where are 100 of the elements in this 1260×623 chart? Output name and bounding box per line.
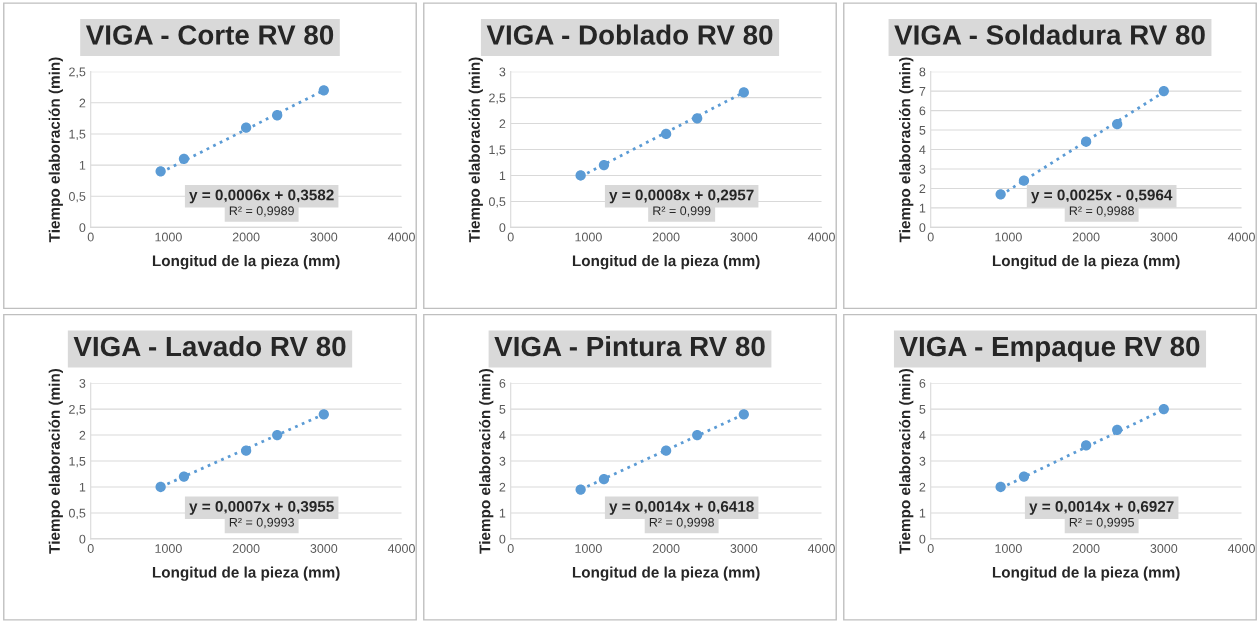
y-tick-label: 7	[919, 87, 926, 96]
x-tick-label: 4000	[387, 544, 415, 553]
point	[738, 409, 749, 420]
annotation: y = 0,0025x - 0,5964	[1031, 189, 1173, 204]
annotation: y = 0,0007x + 0,3955	[189, 501, 334, 515]
y-tick-label: 0,5	[68, 192, 86, 203]
y-tick-label: 0	[79, 223, 86, 233]
y-tick-label: 2	[919, 184, 926, 193]
x-tick-label: 3000	[310, 232, 338, 242]
y-tick-label: 3	[79, 378, 86, 388]
y-axis-title: Tiempo elaboración (min)	[898, 57, 914, 243]
point	[1018, 471, 1030, 482]
x-tick-label: 2000	[232, 232, 260, 242]
chart-title: VIGA - Empaque RV 80	[899, 336, 1200, 362]
point	[692, 113, 703, 124]
point	[575, 170, 586, 181]
x-tick-label: 3000	[730, 232, 758, 242]
chart-title: VIGA - Corte RV 80	[85, 25, 334, 45]
y-tick-label: 0,5	[68, 508, 86, 520]
y-tick-label: 6	[499, 378, 506, 388]
annotation: R² = 0,9995	[1069, 517, 1134, 529]
annotation: R² = 0,9998	[649, 517, 714, 529]
point	[995, 481, 1006, 493]
y-tick-label: 2,5	[69, 404, 86, 416]
y-tick-label: 1	[79, 482, 86, 492]
x-axis-title: Longitud de la pieza (mm)	[152, 255, 340, 270]
point	[738, 87, 749, 98]
x-tick-label: 3000	[730, 544, 758, 553]
x-tick-label: 0	[87, 232, 94, 242]
y-tick-label: 5	[499, 405, 506, 414]
annotation: y = 0,0014x + 0,6927	[1029, 501, 1174, 515]
point	[1080, 440, 1092, 451]
point	[598, 474, 610, 485]
x-tick-label: 2000	[1072, 544, 1100, 553]
y-tick-label: 8	[919, 67, 926, 77]
y-tick-label: 3	[499, 456, 506, 466]
annotation: y = 0,0014x + 0,6418	[609, 501, 754, 515]
point	[155, 481, 166, 493]
y-tick-label: 0	[919, 223, 926, 233]
y-tick-label: 1	[79, 161, 86, 170]
y-tick-label: 0	[79, 534, 86, 544]
point	[1158, 85, 1169, 97]
x-axis-title: Longitud de la pieza (mm)	[992, 566, 1180, 581]
x-tick-label: 2000	[1072, 232, 1100, 242]
x-tick-label: 1000	[575, 544, 602, 553]
x-tick-label: 1000	[995, 544, 1022, 553]
point	[660, 445, 672, 456]
y-axis-title: Tiempo elaboración (min)	[48, 57, 63, 243]
y-tick-label: 2,5	[69, 67, 86, 78]
annotation: R² = 0,9989	[229, 206, 294, 217]
x-tick-label: 4000	[807, 544, 835, 553]
chart-title: VIGA - Pintura RV 80	[494, 335, 765, 357]
y-tick-label: 2,5	[489, 93, 506, 104]
y-tick-label: 5	[919, 405, 926, 414]
y-tick-label: 2	[79, 430, 86, 440]
x-tick-label: 4000	[1227, 232, 1255, 242]
y-tick-label: 2	[499, 119, 506, 129]
x-axis-title: Longitud de la pieza (mm)	[152, 566, 340, 581]
y-tick-label: 6	[919, 106, 926, 116]
x-tick-label: 0	[927, 544, 934, 553]
y-axis-title: Tiempo elaboración (min)	[898, 368, 914, 554]
x-tick-label: 2000	[652, 544, 680, 553]
x-tick-label: 4000	[1227, 544, 1255, 553]
y-tick-label: 2	[919, 482, 926, 492]
y-tick-label: 5	[919, 125, 926, 135]
y-axis-title: Tiempo elaboración (min)	[468, 57, 483, 243]
y-tick-label: 3	[499, 67, 506, 77]
chart-title: VIGA - Lavado RV 80	[73, 335, 346, 357]
annotation: R² = 0,999	[653, 206, 711, 217]
y-tick-label: 1,5	[69, 456, 86, 468]
x-tick-label: 0	[507, 544, 514, 553]
x-tick-label: 1000	[155, 232, 182, 242]
y-tick-label: 1,5	[489, 145, 506, 156]
y-tick-label: 3	[919, 164, 926, 174]
point	[692, 429, 703, 441]
annotation: R² = 0,9993	[229, 517, 294, 529]
point	[155, 166, 166, 177]
x-tick-label: 4000	[387, 232, 415, 242]
point	[660, 128, 672, 140]
point	[272, 429, 283, 441]
x-axis-title: Longitud de la pieza (mm)	[572, 255, 760, 270]
point	[318, 85, 329, 96]
y-tick-label: 0,5	[488, 197, 506, 208]
x-tick-label: 1000	[575, 232, 602, 242]
y-tick-label: 4	[499, 430, 506, 440]
annotation: y = 0,0006x + 0,3582	[189, 189, 334, 204]
x-tick-label: 3000	[1150, 544, 1178, 553]
point	[272, 110, 283, 121]
point	[575, 484, 586, 495]
point	[598, 159, 610, 171]
y-tick-label: 1	[499, 508, 506, 518]
point	[995, 189, 1006, 200]
x-tick-label: 0	[87, 544, 94, 553]
y-tick-label: 1	[919, 203, 926, 213]
y-axis-title: Tiempo elaboración (min)	[478, 368, 494, 554]
y-tick-label: 0	[499, 223, 506, 233]
x-tick-label: 4000	[807, 232, 835, 242]
point	[240, 445, 252, 456]
y-tick-label: 0	[919, 534, 926, 544]
y-tick-label: 1	[919, 508, 926, 518]
